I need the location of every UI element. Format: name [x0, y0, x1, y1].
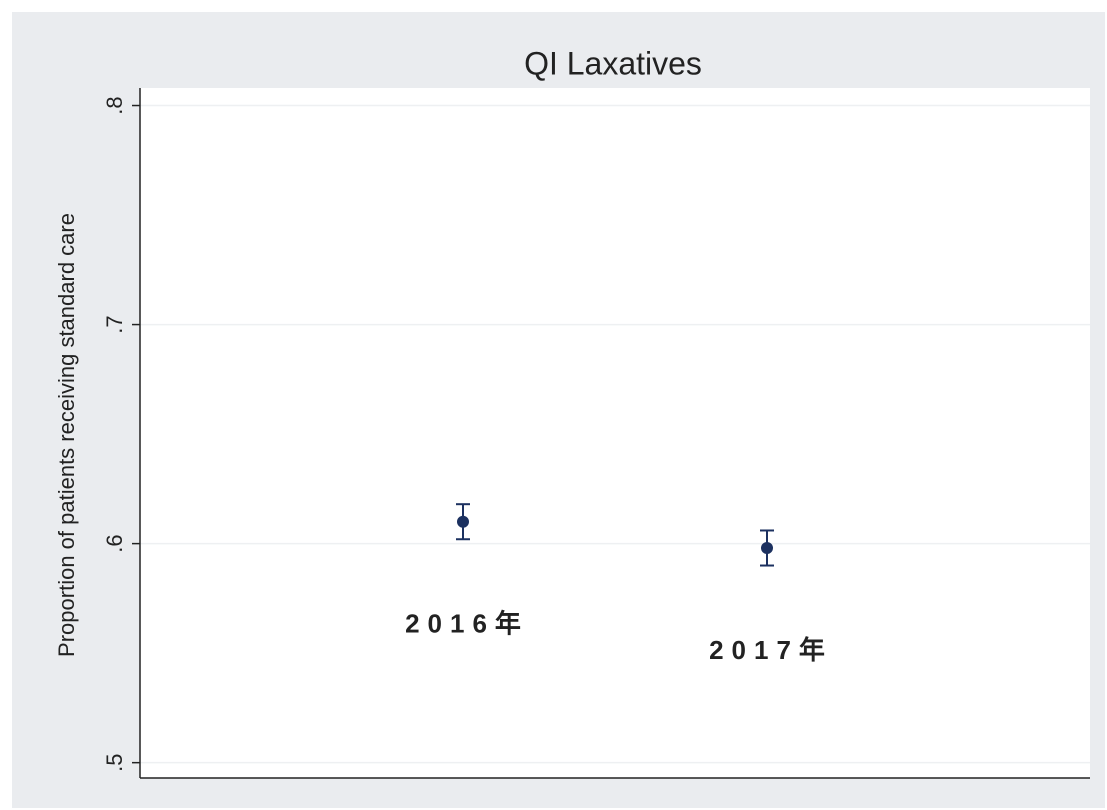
- plot-region: [140, 88, 1090, 778]
- category-label: 2016年: [405, 609, 529, 639]
- point: [457, 515, 469, 528]
- y-tick-label: .5: [102, 753, 127, 771]
- chart-title: QI Laxatives: [524, 45, 702, 81]
- category-label: 2017年: [709, 635, 833, 665]
- y-tick-label: .8: [102, 96, 127, 114]
- y-tick-label: .6: [102, 534, 127, 552]
- y-axis-label: Proportion of patients receiving standar…: [54, 213, 79, 657]
- point: [761, 542, 773, 554]
- y-tick-label: .7: [102, 315, 127, 333]
